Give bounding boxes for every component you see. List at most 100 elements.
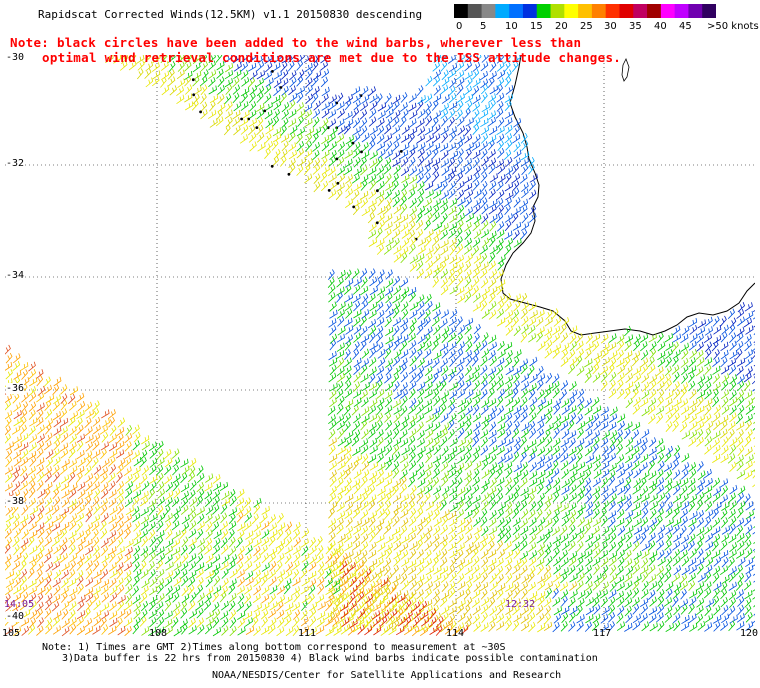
wind-barb [260, 609, 269, 620]
wind-barb [624, 421, 633, 431]
wind-barb [504, 55, 511, 64]
wind-barb [375, 276, 384, 288]
wind-barb [505, 349, 513, 361]
wind-barb [352, 421, 361, 432]
wind-barb [108, 552, 116, 563]
wind-barb [385, 278, 394, 289]
wind-barb [527, 604, 535, 616]
wind-barb [385, 335, 394, 345]
wind-barb [433, 485, 442, 496]
wind-barb [343, 284, 352, 295]
wind-barb [68, 488, 77, 499]
wind-barb [301, 600, 308, 612]
wind-barb [576, 508, 584, 520]
wind-barb [368, 222, 377, 233]
wind-barb [617, 494, 626, 504]
wind-barb [369, 158, 378, 169]
wind-barb [432, 556, 439, 568]
wind-barb [464, 85, 472, 96]
wind-barb [617, 485, 626, 496]
wind-barb [655, 532, 664, 543]
wind-barb [472, 396, 481, 408]
wind-barb [36, 409, 44, 421]
wind-barb [576, 477, 585, 488]
wind-barb [415, 229, 424, 240]
wind-barb [176, 94, 185, 105]
wind-barb [704, 428, 712, 440]
wind-barb [345, 525, 354, 536]
wind-barb [464, 524, 473, 535]
wind-barb [712, 508, 719, 519]
wind-barb [617, 597, 625, 608]
wind-barb [496, 373, 504, 385]
wind-barb [212, 563, 221, 573]
wind-barb [592, 613, 601, 624]
wind-barb [641, 389, 650, 400]
wind-barb [688, 340, 697, 351]
wind-barb [165, 481, 174, 493]
wind-barb [392, 190, 400, 200]
wind-barb [521, 508, 529, 520]
wind-barb [592, 413, 600, 424]
wind-barb [512, 605, 520, 616]
wind-barb [424, 365, 433, 377]
wind-barb [641, 557, 649, 569]
wind-barb [480, 181, 488, 192]
wind-barb [392, 516, 400, 527]
wind-barb [488, 486, 497, 496]
wind-barb [353, 100, 361, 111]
wind-barb [447, 332, 456, 343]
wind-barb [672, 524, 680, 535]
wind-barb [464, 93, 474, 104]
wind-barb [360, 300, 369, 311]
wind-barb [53, 496, 61, 508]
wind-barb [157, 496, 165, 507]
wind-barb [321, 165, 330, 175]
wind-barb [481, 309, 490, 319]
wind-barb [648, 540, 656, 551]
flag-circle [192, 93, 196, 97]
wind-barb [76, 392, 85, 403]
wind-barb [425, 115, 433, 127]
wind-barb [447, 55, 456, 64]
wind-barb [196, 584, 204, 596]
wind-barb [585, 365, 594, 376]
wind-barb [457, 148, 464, 160]
wind-barb [449, 262, 458, 272]
wind-barb [408, 565, 417, 576]
wind-barb [433, 124, 441, 135]
wind-barb [141, 536, 148, 547]
wind-barb [569, 381, 577, 392]
wind-barb [431, 157, 441, 167]
wind-barb [75, 417, 83, 429]
wind-barb [353, 324, 362, 335]
lat-label: -40 [6, 611, 25, 622]
wind-barb [440, 84, 449, 95]
wind-barb [712, 492, 721, 503]
wind-barb [697, 470, 706, 481]
wind-barb [19, 480, 28, 491]
wind-barb [649, 493, 658, 503]
wind-barb [392, 157, 401, 167]
wind-barb [21, 504, 29, 516]
wind-barb [505, 374, 514, 385]
wind-barb [324, 617, 333, 627]
wind-barb [425, 300, 433, 312]
wind-barb [417, 469, 426, 480]
legend-swatch [495, 4, 510, 18]
wind-barb [393, 533, 401, 544]
wind-barb [456, 590, 465, 600]
wind-barb [156, 457, 165, 467]
wind-barb [108, 442, 118, 452]
wind-barb [640, 444, 647, 456]
wind-barb [99, 520, 107, 531]
wind-barb [584, 446, 593, 457]
lon-label: 111 [298, 628, 317, 639]
wind-barb [584, 523, 591, 535]
wind-barb [407, 189, 416, 200]
wind-barb [432, 589, 440, 600]
wind-barb [696, 429, 704, 440]
wind-barb [345, 188, 353, 199]
wind-barb [249, 85, 258, 96]
wind-barb [44, 481, 53, 492]
